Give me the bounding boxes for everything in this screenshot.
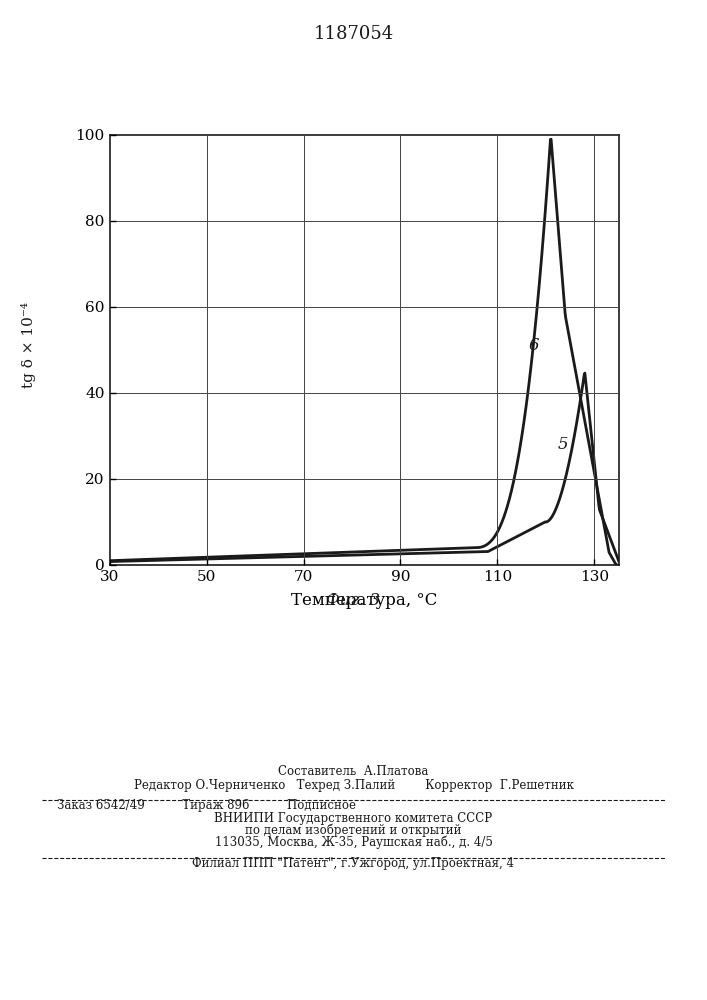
Text: 5: 5 xyxy=(558,436,568,453)
Text: по делам изобретений и открытий: по делам изобретений и открытий xyxy=(245,824,462,837)
Text: ВНИИПИ Государственного комитета СССР: ВНИИПИ Государственного комитета СССР xyxy=(214,812,493,825)
Text: 6: 6 xyxy=(529,337,539,354)
Text: Фиг. 3: Фиг. 3 xyxy=(327,592,380,609)
Text: Составитель  А.Платова: Составитель А.Платова xyxy=(279,765,428,778)
Text: tg δ × 10⁻⁴: tg δ × 10⁻⁴ xyxy=(21,302,36,388)
Text: 1187054: 1187054 xyxy=(313,25,394,43)
Text: Заказ 6542/49          Тираж 896          Подписное: Заказ 6542/49 Тираж 896 Подписное xyxy=(57,799,356,812)
X-axis label: Температура, °С: Температура, °С xyxy=(291,592,438,609)
Text: Филиал ППП "Патент", г.Ужгород, ул.Проектная, 4: Филиал ППП "Патент", г.Ужгород, ул.Проек… xyxy=(192,857,515,870)
Text: 113035, Москва, Ж-35, Раушская наб., д. 4/5: 113035, Москва, Ж-35, Раушская наб., д. … xyxy=(214,836,493,849)
Text: Редактор О.Черниченко   Техред З.Палий        Корректор  Г.Решетник: Редактор О.Черниченко Техред З.Палий Кор… xyxy=(134,779,573,792)
